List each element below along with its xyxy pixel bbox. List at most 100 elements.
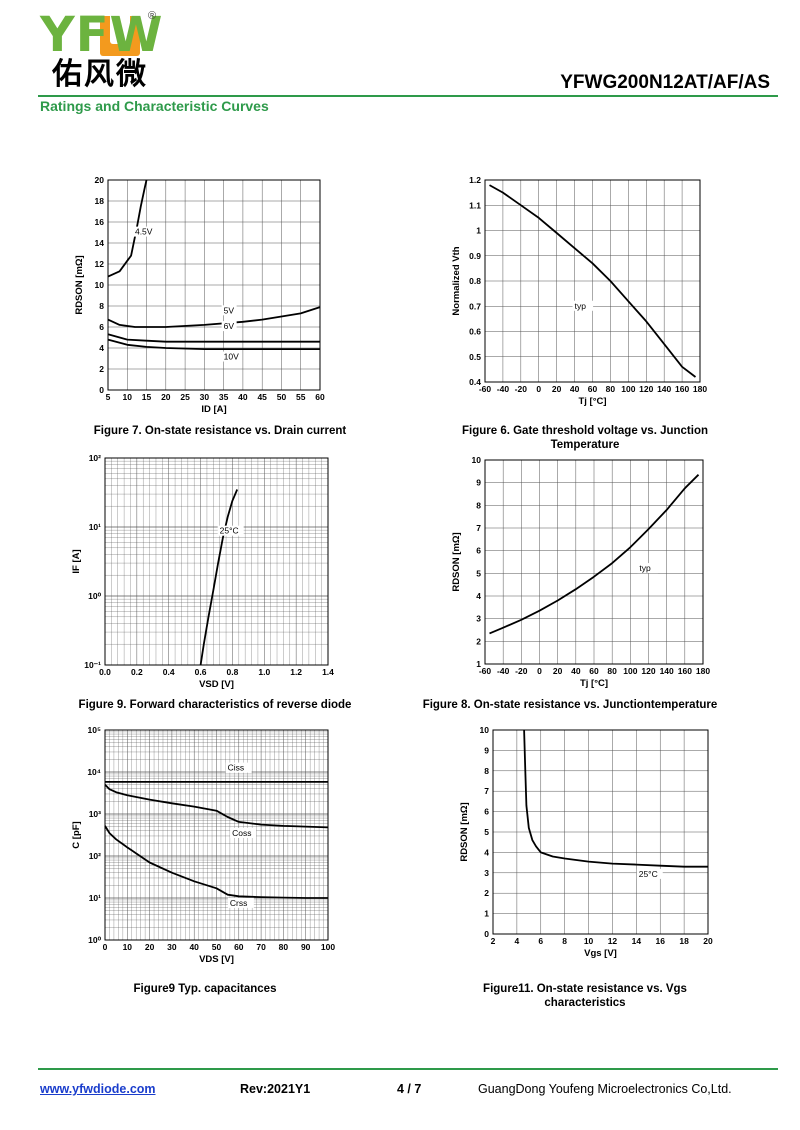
series-label: Ciss [228,763,245,773]
x-tick-label: -40 [497,666,510,676]
x-tick-label: 60 [588,384,598,394]
x-tick-label: 0.0 [99,667,111,677]
x-tick-label: 20 [145,942,155,952]
x-tick-label: 80 [279,942,289,952]
x-axis-label: ID [A] [201,404,226,415]
x-tick-label: 60 [589,666,599,676]
x-tick-label: 180 [696,666,710,676]
x-tick-label: 20 [553,666,563,676]
x-tick-label: 60 [234,942,244,952]
y-tick-label: 8 [99,301,104,311]
y-tick-label: 0.8 [469,276,481,286]
x-tick-label: 8 [562,936,567,946]
x-tick-label: -20 [515,384,528,394]
caption-fig10: Figure9 Typ. capacitances [133,983,277,995]
x-tick-label: 0.8 [227,667,239,677]
x-tick-label: 180 [693,384,707,394]
y-tick-label: 3 [476,614,481,624]
x-tick-label: 10 [584,936,594,946]
series-line-10V [107,338,320,350]
y-tick-label: 10 [480,725,490,735]
x-tick-label: 5 [106,392,111,402]
series-label: 10V [224,352,239,362]
x-tick-label: 10 [123,392,133,402]
y-tick-label: 3 [484,868,489,878]
grid [484,459,704,665]
y-tick-label: 8 [476,500,481,510]
x-tick-label: 90 [301,942,311,952]
x-tick-label: 0.6 [195,667,207,677]
series-label-bg [221,351,243,362]
x-tick-label: 140 [657,384,671,394]
y-tick-label: 2 [99,364,104,374]
series-label: 6V [224,321,235,331]
x-tick-label: 20 [703,936,713,946]
x-tick-label: 4 [515,936,520,946]
chart-rdson-vs-id: 5 10 15 20 25 30 35 40 45 50 55 60 0 2 4 6 8 10 12 14 16 18 20… [74,175,325,415]
y-tick-label: 6 [484,807,489,817]
plot-frame [492,729,709,935]
y-tick-label: 10⁰ [88,591,101,601]
x-tick-label: 100 [321,942,335,952]
y-tick-label: 10³ [89,809,101,819]
y-tick-label: 0.9 [469,251,481,261]
x-axis-label: Tj [°C] [580,678,608,689]
x-tick-label: 30 [167,942,177,952]
y-tick-label: 0 [99,385,104,395]
x-tick-label: 0.4 [163,667,175,677]
caption-fig11: Figure11. On-state resistance vs. Vgs ch… [483,983,687,1009]
series-label-bg [225,762,252,773]
plot-frame [484,179,701,383]
series-label-bg [572,300,594,311]
y-tick-label: 10² [89,851,101,861]
series-label-bg [132,226,159,237]
x-tick-label: 50 [277,392,287,402]
website-link-wrap: www.yfwdiode.com [40,1082,156,1096]
y-axis-label: RDSON [mΩ] [459,802,470,861]
x-tick-label: 70 [256,942,266,952]
caption-fig8: Figure 8. On-state resistance vs. Juncti… [422,699,718,711]
y-tick-label: 1.1 [469,200,481,210]
logo-chinese: 佑风微 [52,57,148,92]
x-tick-label: 12 [608,936,618,946]
grid [104,458,329,666]
y-tick-label: 9 [476,478,481,488]
x-tick-label: 60 [315,392,325,402]
y-tick-label: 2 [484,888,489,898]
x-tick-label: 100 [623,666,637,676]
plot-frame [484,459,704,665]
y-tick-label: 18 [95,196,105,206]
y-tick-label: 4 [99,343,104,353]
series-label: 5V [224,305,235,315]
y-tick-label: 0.7 [469,301,481,311]
x-tick-label: 55 [296,392,306,402]
series-label: typ [639,563,651,573]
logo-text: YFW [40,7,164,63]
x-tick-label: 80 [606,384,616,394]
part-number: YFWG200N12AT/AF/AS [560,72,770,93]
y-tick-label: 14 [95,238,105,248]
y-tick-label: 5 [484,827,489,837]
header-rule [38,95,778,97]
series-label-bg [221,305,237,316]
x-tick-label: 140 [660,666,674,676]
series-line-25C [523,729,708,868]
x-tick-label: -20 [515,666,528,676]
x-tick-label: 30 [200,392,210,402]
series-label-bg [227,897,254,908]
series-line-Crss [104,825,328,899]
registered-mark: ® [148,10,157,22]
website-link[interactable]: www.yfwdiode.com [40,1082,156,1096]
y-tick-label: 12 [95,259,105,269]
y-tick-label: 10 [472,455,482,465]
x-tick-label: 0.2 [131,667,143,677]
y-tick-label: 8 [484,766,489,776]
x-tick-label: 35 [219,392,229,402]
logo-mark [100,16,140,56]
x-tick-label: 20 [161,392,171,402]
series-label: 25°C [220,526,239,536]
series-line-typ [489,184,697,378]
series-line-5V [107,306,321,328]
y-tick-label: 2 [476,636,481,646]
